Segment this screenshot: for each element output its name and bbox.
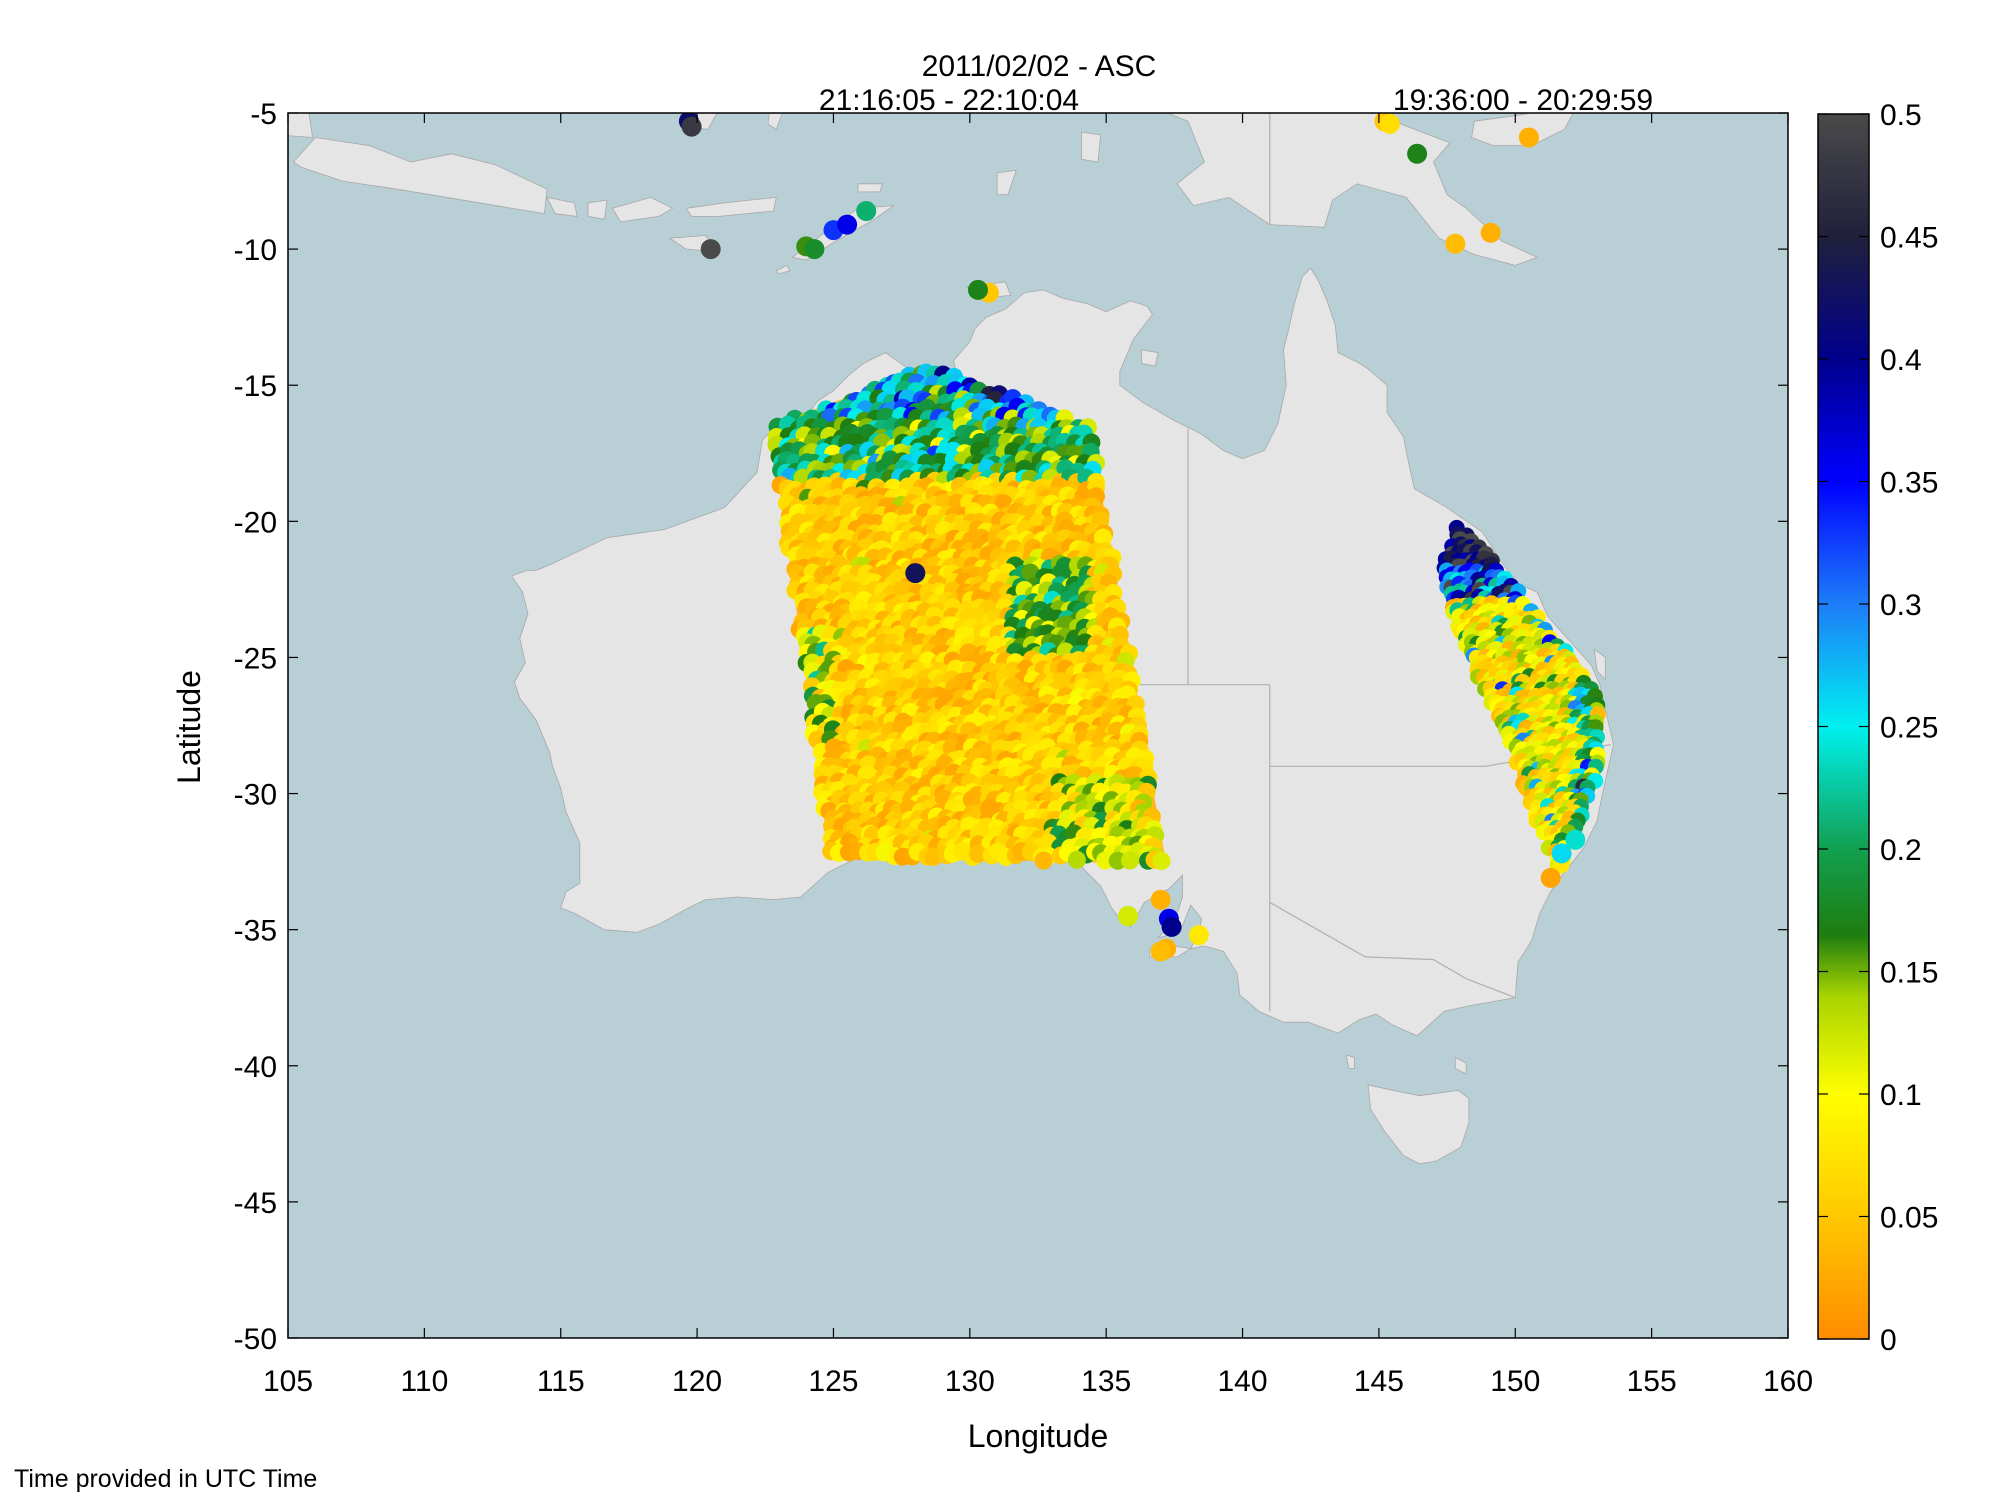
colorbar-tick-label: 0.15 [1880,957,1938,990]
y-tick-label: -15 [234,370,277,403]
data-point [1188,925,1209,946]
colorbar-ticks: 0 0.05 0.1 0.15 0.2 0.25 0.3 0.35 0.4 0.45 0.5 [1818,99,1938,1357]
swath-point [1067,850,1086,869]
data-point [1480,222,1501,243]
data-point [1540,867,1561,888]
y-tick-label: -25 [234,642,277,675]
plot-title: 2011/02/02 - ASC [922,50,1157,83]
border-nsw-vic [1269,901,1516,999]
landmass-groote [1141,349,1159,367]
y-tick-label: -10 [234,234,277,267]
x-tick-label: 145 [1354,1365,1404,1398]
landmass-new-britain [1471,113,1574,147]
swath-layer [767,363,1606,874]
y-tick-label: -5 [250,98,277,131]
data-point [968,279,988,300]
swath-point [1121,851,1139,870]
data-point [1161,916,1182,937]
x-axis-label: Longitude [968,1418,1109,1454]
x-tick-label: 115 [537,1365,585,1398]
colorbar-tick-label: 0 [1880,1324,1897,1357]
landmass-tasmania [1367,1084,1470,1165]
east-swath [1436,519,1606,874]
colorbar-tick-label: 0.2 [1880,834,1922,867]
landmass-flores [685,196,777,217]
data-point [700,239,721,260]
landmass-java [292,137,548,215]
y-tick-label: -30 [234,779,277,812]
y-tick-label: -50 [234,1323,277,1356]
landmass-bali [546,196,578,217]
plot-area [287,112,1789,1339]
data-point [1379,113,1400,134]
data-point [1445,233,1466,254]
x-axis: 105 110 115 120 125 130 135 140 145 150 155 160 [263,113,1813,1398]
x-tick-label: 135 [1081,1365,1131,1398]
swath-point [1096,851,1115,870]
x-tick-label: 110 [400,1365,448,1398]
colorbar-tick-label: 0.05 [1880,1202,1938,1235]
west-swath [767,363,1171,870]
colorbar-tick-label: 0.25 [1880,712,1938,745]
data-point [1518,127,1539,148]
data-point [905,563,926,584]
landmass-aru [1081,131,1102,163]
swath-point [1152,852,1171,870]
landmass-lombok [587,199,608,220]
footnote: Time provided in UTC Time [14,1465,317,1493]
swath-point [1093,528,1112,547]
x-tick-label: 120 [672,1365,722,1398]
data-point [1551,843,1572,864]
colorbar-tick-label: 0.45 [1880,222,1938,255]
x-tick-label: 130 [945,1365,995,1398]
swath-point [1021,563,1040,582]
x-tick-label: 160 [1763,1365,1813,1398]
landmass-tanimbar [996,169,1017,196]
swath-point [1034,851,1053,870]
x-tick-label: 105 [263,1365,313,1398]
data-point [804,239,825,260]
landmass-flinders [1454,1056,1467,1075]
landmass-rote [775,264,791,275]
data-point [1565,829,1586,850]
colorbar-tick-label: 0.35 [1880,467,1938,500]
data-point [681,116,702,137]
y-tick-label: -20 [234,506,277,539]
colorbar-tick-label: 0.5 [1880,99,1922,132]
x-tick-label: 150 [1490,1365,1540,1398]
landmass-king-island [1345,1054,1355,1069]
y-axis-label: Latitude [171,670,207,784]
colorbar: 0 0.05 0.1 0.15 0.2 0.25 0.3 0.35 0.4 0.45 0.5 [1817,99,1938,1357]
x-tick-label: 140 [1218,1365,1268,1398]
data-point [856,201,877,221]
time-range-right: 19:36:00 - 20:29:59 [1393,84,1653,117]
data-point [837,214,858,235]
swath-point [969,845,987,863]
data-point [1407,143,1428,164]
swath-point [924,847,943,866]
landmass-new-guinea [1166,113,1539,266]
colorbar-tick-label: 0.1 [1880,1079,1922,1112]
landmass-buton [767,113,783,130]
data-point [1118,906,1138,927]
x-tick-label: 125 [808,1365,858,1398]
y-axis: -5 -10 -15 -20 -25 -30 -35 -40 -45 -50 [234,98,1788,1356]
y-tick-label: -45 [234,1187,277,1220]
y-tick-label: -40 [234,1051,277,1084]
data-point [1150,889,1171,910]
time-range-left: 21:16:05 - 22:10:04 [819,84,1079,117]
data-point [1150,941,1171,962]
landmass-fraser [1593,648,1606,681]
y-tick-label: -35 [234,915,277,948]
landmass-wetar [857,183,884,193]
landmass-sumatra [288,113,313,138]
colorbar-tick-label: 0.3 [1880,589,1922,622]
plot-frame [287,112,1789,1339]
x-tick-label: 155 [1627,1365,1677,1398]
colorbar-tick-label: 0.4 [1880,344,1922,377]
landmass-sumbawa [611,196,674,223]
